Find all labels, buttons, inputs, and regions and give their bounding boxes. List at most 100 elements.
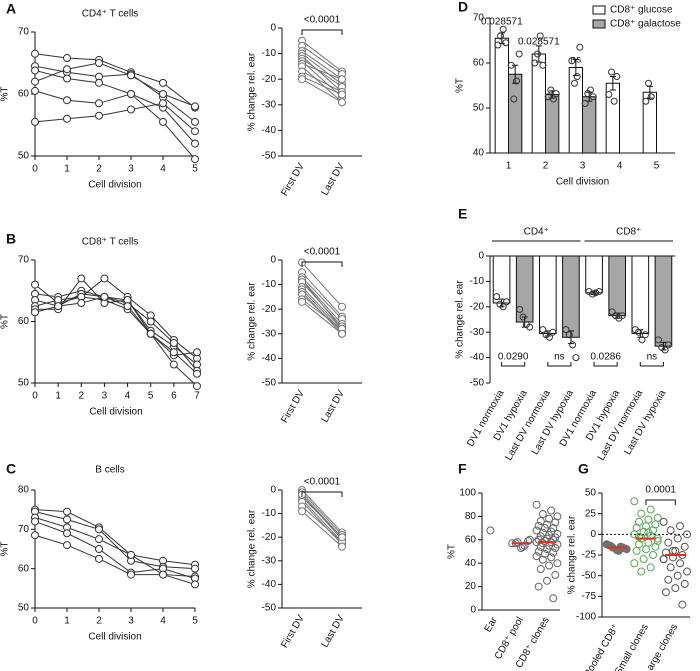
point bbox=[581, 100, 589, 107]
marker bbox=[338, 533, 346, 542]
point bbox=[683, 567, 692, 576]
point bbox=[510, 95, 518, 103]
y-tick-label: 0 bbox=[478, 251, 484, 262]
x-tick-label: Last DV bbox=[320, 388, 347, 425]
point bbox=[659, 555, 668, 564]
marker bbox=[63, 65, 71, 74]
y-tick-label: 70 bbox=[18, 255, 30, 266]
x-tick-label: 4 bbox=[160, 164, 166, 175]
bar bbox=[562, 255, 580, 338]
point bbox=[534, 582, 543, 591]
legend-label: CD8⁺ glucose bbox=[610, 5, 673, 16]
x-tick-label: 5 bbox=[192, 164, 198, 175]
series-line bbox=[301, 301, 343, 335]
point bbox=[644, 528, 653, 537]
y-axis-label: % change rel. ear bbox=[455, 280, 466, 359]
annotation: <0.0001 bbox=[304, 247, 341, 258]
x-tick-label: 1 bbox=[55, 391, 61, 402]
marker bbox=[191, 564, 199, 573]
y-tick-label: 100 bbox=[459, 488, 476, 499]
y-tick-label: 50 bbox=[18, 603, 30, 614]
y-tick-label: -30 bbox=[470, 327, 485, 338]
bar bbox=[492, 255, 511, 304]
y-axis-label: %T bbox=[455, 78, 466, 93]
point bbox=[632, 523, 641, 532]
point bbox=[639, 555, 648, 564]
annotation: 0.0290 bbox=[498, 352, 529, 363]
point bbox=[516, 305, 524, 313]
series-line bbox=[34, 102, 196, 132]
y-tick-label: 20 bbox=[465, 581, 477, 592]
marker bbox=[54, 302, 63, 311]
y-tick-label: 70 bbox=[473, 13, 485, 24]
series-line bbox=[301, 271, 343, 317]
point bbox=[635, 328, 643, 336]
significance-bracket bbox=[593, 362, 618, 367]
point bbox=[676, 522, 685, 531]
point bbox=[646, 505, 655, 514]
marker bbox=[127, 71, 135, 80]
marker bbox=[193, 348, 201, 357]
x-axis-label: Cell division bbox=[556, 177, 609, 188]
marker bbox=[146, 317, 155, 326]
y-tick-label: 60 bbox=[18, 89, 30, 100]
point bbox=[532, 500, 541, 509]
panel-letter: B bbox=[6, 231, 16, 247]
point bbox=[540, 524, 549, 533]
x-tick-label: 5 bbox=[192, 616, 198, 627]
bar bbox=[631, 255, 650, 334]
panel-letter: G bbox=[578, 461, 589, 477]
marker bbox=[31, 66, 39, 75]
y-tick-label: -10 bbox=[262, 508, 277, 519]
y-tick-label: 0 bbox=[470, 605, 476, 616]
y-axis-label: %T bbox=[447, 544, 458, 559]
point bbox=[659, 517, 668, 526]
point bbox=[654, 336, 662, 344]
point bbox=[576, 43, 584, 51]
series-line bbox=[34, 65, 196, 123]
point bbox=[538, 555, 547, 564]
point bbox=[666, 526, 675, 535]
series-line bbox=[301, 78, 343, 103]
legend-label: CD8⁺ galactose bbox=[610, 19, 681, 30]
point bbox=[539, 326, 547, 334]
marker bbox=[191, 102, 199, 111]
marker bbox=[338, 329, 346, 338]
series-line bbox=[301, 53, 343, 85]
point bbox=[638, 336, 646, 344]
legend-swatch bbox=[592, 19, 606, 29]
point bbox=[661, 588, 670, 597]
chart-title: CD4⁺ T cells bbox=[82, 9, 139, 20]
point bbox=[664, 575, 673, 584]
series-line bbox=[301, 294, 343, 332]
x-tick-label: 2 bbox=[543, 161, 549, 172]
significance-bracket bbox=[301, 29, 343, 35]
marker bbox=[63, 507, 71, 516]
point bbox=[512, 77, 520, 85]
x-tick-label: 2 bbox=[79, 391, 85, 402]
marker bbox=[191, 139, 199, 148]
x-tick-label: First DV bbox=[279, 388, 307, 425]
y-axis-label: %T bbox=[0, 314, 11, 329]
point bbox=[551, 543, 560, 552]
series-line bbox=[301, 489, 343, 533]
y-axis-label: % change rel. ear bbox=[247, 509, 258, 588]
y-axis-label: % change rel. ear bbox=[247, 282, 258, 361]
series-line bbox=[34, 511, 196, 570]
point bbox=[499, 303, 507, 311]
y-tick-label: -25 bbox=[582, 550, 597, 561]
marker bbox=[146, 329, 155, 338]
x-tick-label: 0 bbox=[32, 616, 38, 627]
marker bbox=[95, 525, 103, 534]
series-line bbox=[34, 90, 196, 160]
point bbox=[642, 97, 650, 105]
point bbox=[499, 25, 507, 33]
marker bbox=[63, 529, 71, 538]
annotation: ns bbox=[647, 352, 658, 363]
annotation: <0.0001 bbox=[304, 477, 341, 488]
point bbox=[680, 579, 689, 588]
x-axis-label: Cell division bbox=[89, 407, 142, 418]
marker bbox=[95, 59, 103, 67]
bar bbox=[531, 53, 546, 154]
